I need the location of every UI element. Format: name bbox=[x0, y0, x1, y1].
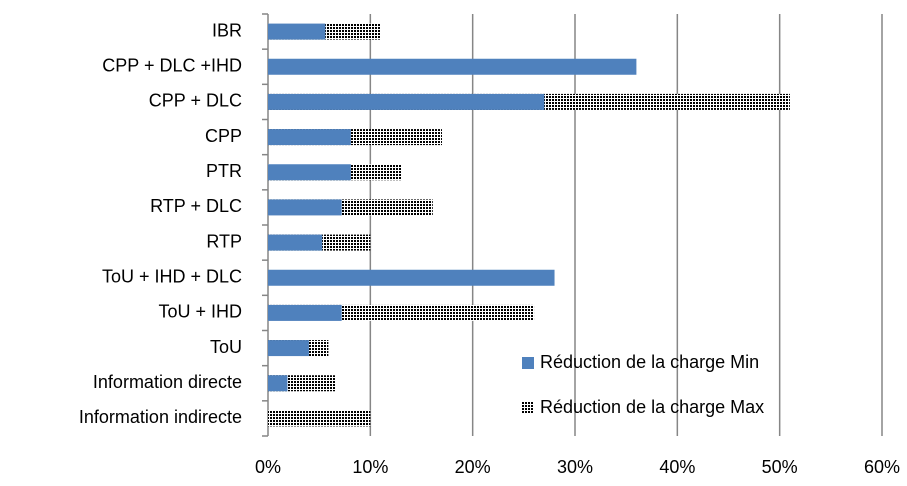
y-tick-label: CPP bbox=[205, 126, 242, 146]
legend-swatch bbox=[522, 357, 534, 369]
x-tick-label: 40% bbox=[659, 457, 695, 477]
y-tick-label: IBR bbox=[212, 20, 242, 40]
bar bbox=[268, 93, 545, 110]
y-tick-label: Information indirecte bbox=[79, 407, 242, 427]
y-tick-label: ToU + IHD + DLC bbox=[102, 267, 242, 287]
y-tick-label: RTP bbox=[206, 231, 242, 251]
bar bbox=[268, 375, 288, 392]
y-tick-label: ToU + IHD bbox=[158, 302, 242, 322]
x-tick-label: 10% bbox=[352, 457, 388, 477]
bar bbox=[268, 58, 637, 75]
y-tick-label: Information directe bbox=[93, 372, 242, 392]
bar bbox=[268, 304, 342, 321]
y-tick-label: CPP + DLC bbox=[149, 91, 242, 111]
bar bbox=[268, 164, 351, 181]
legend-label: Réduction de la charge Max bbox=[540, 397, 764, 417]
legend-swatch bbox=[522, 402, 534, 414]
x-tick-label: 20% bbox=[455, 457, 491, 477]
x-tick-label: 0% bbox=[255, 457, 281, 477]
bar bbox=[268, 269, 555, 286]
bar bbox=[268, 23, 326, 40]
y-tick-label: PTR bbox=[206, 161, 242, 181]
bar bbox=[268, 340, 309, 357]
y-tick-label: CPP + DLC +IHD bbox=[102, 56, 242, 76]
y-tick-label: RTP + DLC bbox=[150, 196, 242, 216]
bar bbox=[268, 410, 371, 427]
bar bbox=[268, 234, 323, 251]
bar bbox=[268, 129, 351, 146]
x-tick-label: 50% bbox=[762, 457, 798, 477]
legend-label: Réduction de la charge Min bbox=[540, 352, 759, 372]
y-tick-label: ToU bbox=[210, 337, 242, 357]
bar bbox=[268, 199, 342, 216]
x-tick-label: 60% bbox=[864, 457, 900, 477]
x-tick-label: 30% bbox=[557, 457, 593, 477]
